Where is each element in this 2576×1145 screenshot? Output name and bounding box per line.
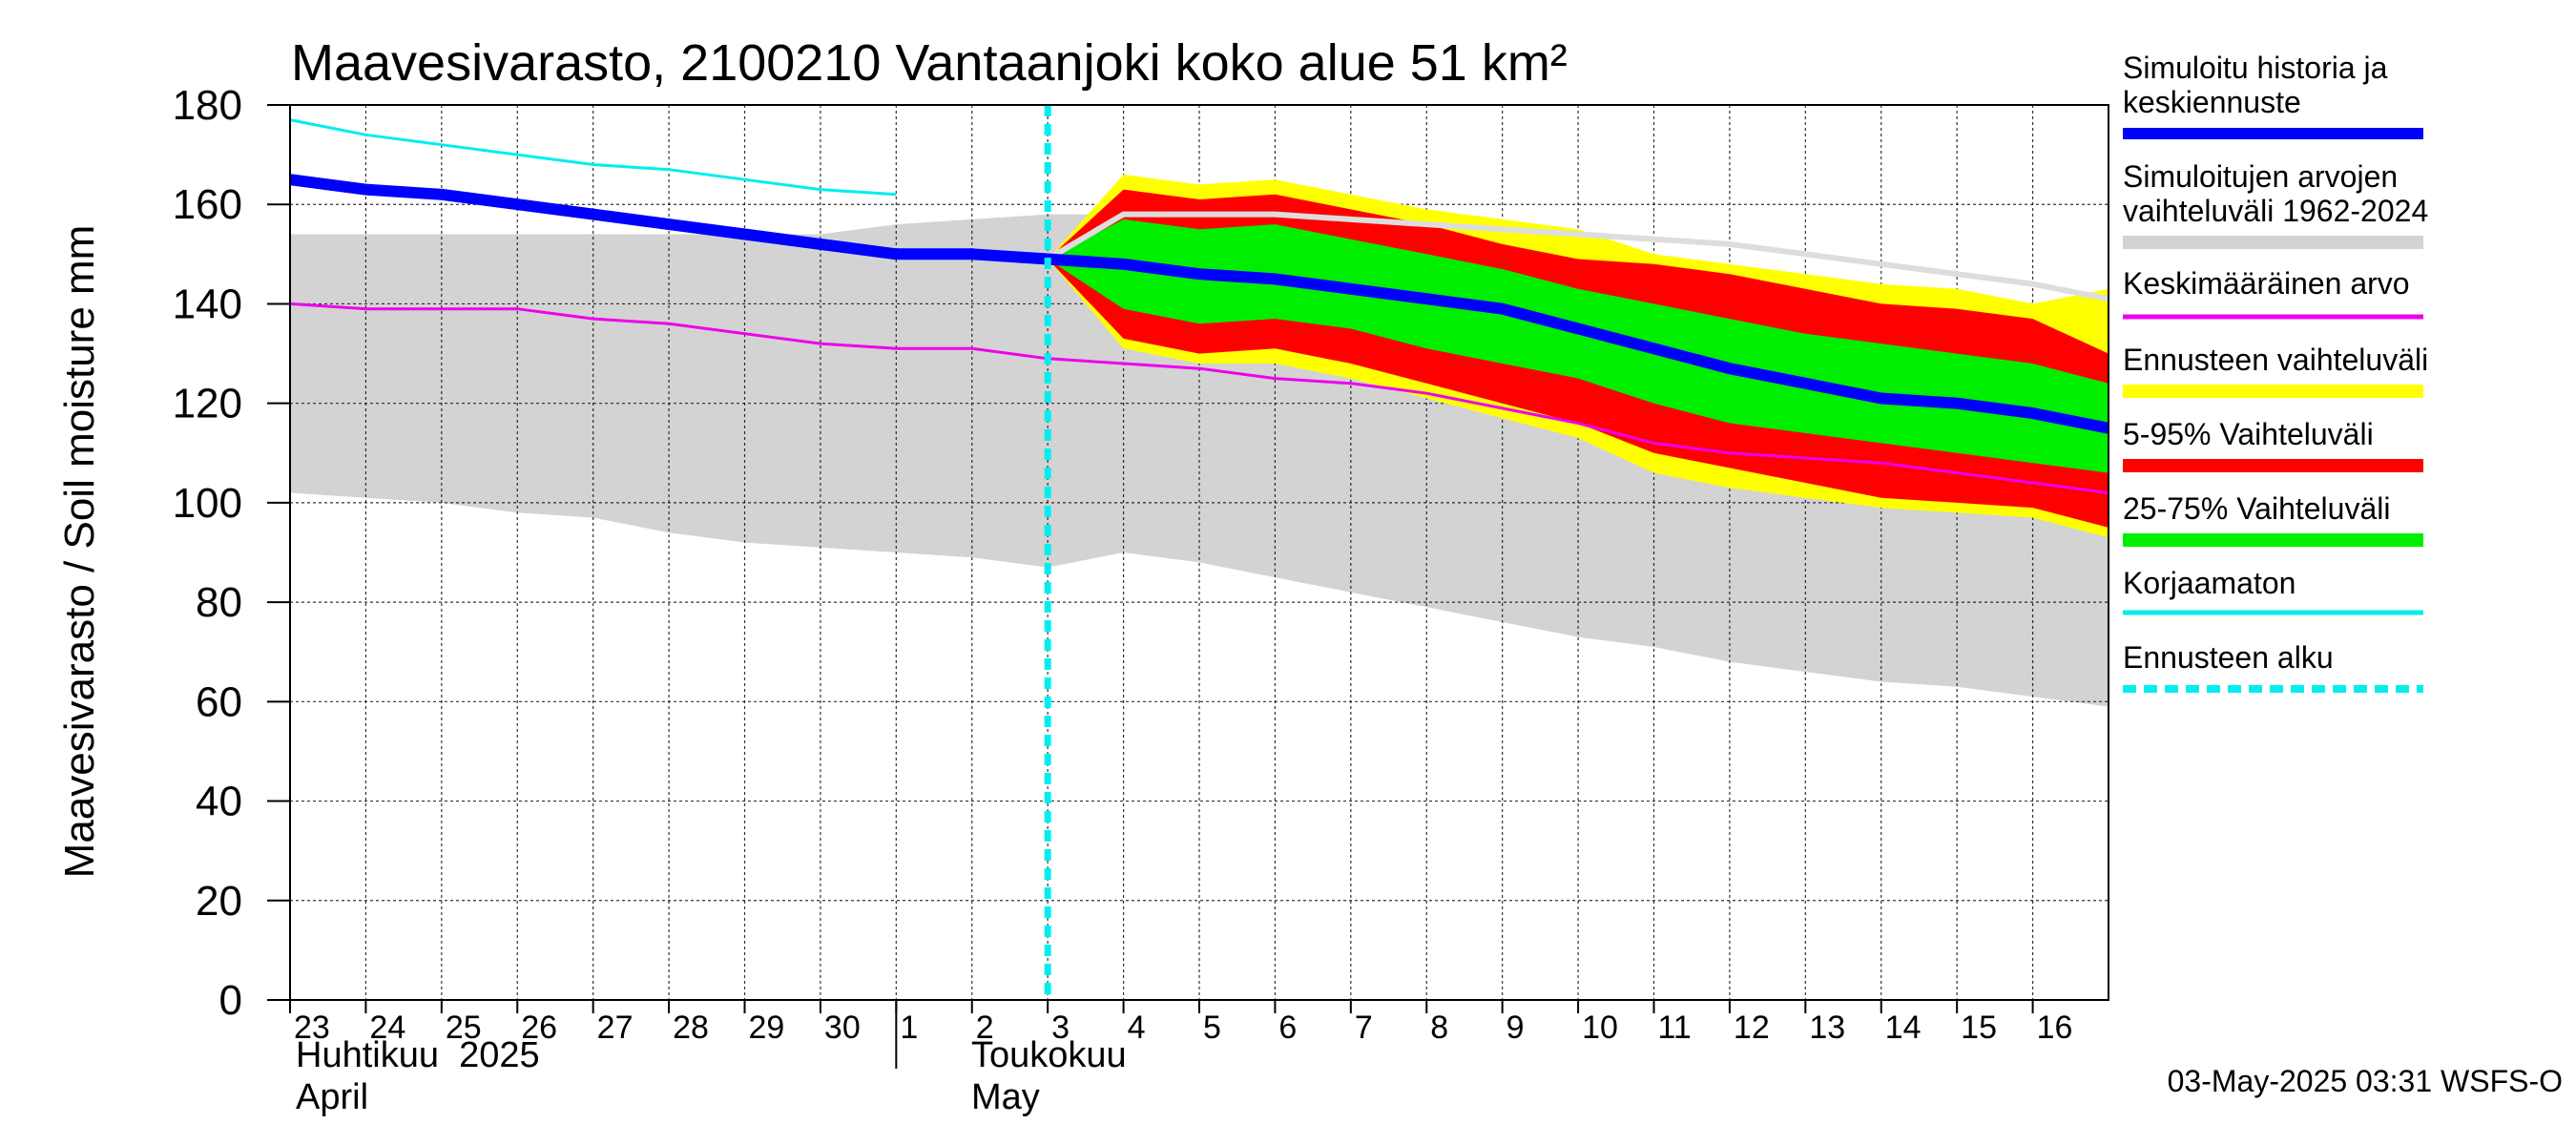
legend-label: Simuloitujen arvojen vaihteluväli 1962-20… [2123, 159, 2428, 228]
y-tick-label: 140 [173, 281, 242, 327]
x-tick-label: 25 [446, 1010, 482, 1046]
x-axis: 23 24 25 26 27 28 29 30 1 2 3 4 5 6 7 8 9 10 11 12 13 14 15 16 [289, 1000, 2073, 1069]
y-tick-label: 0 [219, 977, 242, 1024]
y-tick-label: 160 [173, 181, 242, 228]
legend-label-line: Korjaamaton [2123, 566, 2296, 600]
y-tick-label: 60 [196, 678, 242, 725]
x-tick-label: 12 [1734, 1010, 1770, 1046]
y-tick-label: 80 [196, 579, 242, 626]
x-tick-label: 16 [2037, 1010, 2073, 1046]
x-tick-label: 2 [976, 1010, 994, 1046]
legend-label: Korjaamaton [2123, 566, 2296, 600]
y-tick-label: 100 [173, 480, 242, 527]
x-tick-label: 6 [1278, 1010, 1297, 1046]
y-tick-label: 180 [173, 82, 242, 129]
y-tick-label: 120 [173, 381, 242, 427]
x-tick-label: 8 [1430, 1010, 1448, 1046]
legend-label-line: 25-75% Vaihteluväli [2123, 491, 2390, 526]
x-tick-label: 23 [294, 1010, 330, 1046]
x-tick-label: 4 [1128, 1010, 1146, 1046]
x-tick-label: 26 [521, 1010, 557, 1046]
x-tick-label: 9 [1506, 1010, 1525, 1046]
y-tick-label: 20 [196, 878, 242, 925]
legend-label: Simuloitu historia ja keskiennuste [2123, 51, 2388, 119]
legend-label: Ennusteen vaihteluväli [2123, 343, 2428, 377]
legend-label: Keskimääräinen arvo [2123, 266, 2410, 301]
legend-label-line: Simuloitu historia ja [2123, 51, 2388, 85]
x-tick-label: 30 [824, 1010, 861, 1046]
legend-label-line: vaihteluväli 1962-2024 [2123, 194, 2428, 228]
legend-label-line: 5-95% Vaihteluväli [2123, 417, 2374, 451]
x-tick-label: 11 [1658, 1010, 1692, 1046]
legend-label: 5-95% Vaihteluväli [2123, 417, 2374, 451]
x-tick-label: 10 [1582, 1010, 1618, 1046]
x-tick-label: 14 [1885, 1010, 1922, 1046]
month-label-may-en: May [971, 1077, 1040, 1117]
legend-label-line: Ennusteen vaihteluväli [2123, 343, 2428, 377]
x-tick-label: 7 [1355, 1010, 1373, 1046]
historical-median-line [1046, 211, 2109, 302]
month-label-april-en: April [296, 1077, 368, 1117]
x-tick-label: 24 [369, 1010, 405, 1046]
x-tick-label: 3 [1051, 1010, 1070, 1046]
y-axis-label: Maavesivarasto / Soil moisture mm [56, 225, 103, 879]
x-tick-label: 13 [1809, 1010, 1845, 1046]
chart-title: Maavesivarasto, 2100210 Vantaanjoki koko… [291, 34, 1568, 92]
mean-line [289, 302, 2109, 494]
x-tick-label: 5 [1203, 1010, 1221, 1046]
legend-label-line: Ennusteen alku [2123, 640, 2334, 675]
y-axis: 0 20 40 60 80 100 120 140 160 180 [173, 82, 290, 1024]
x-tick-label: 27 [597, 1010, 634, 1046]
x-tick-label: 28 [673, 1010, 709, 1046]
timestamp: 03-May-2025 03:31 WSFS-O [2168, 1064, 2563, 1098]
legend-label-line: Simuloitujen arvojen [2123, 159, 2398, 194]
legend: Simuloitu historia ja keskiennusteSimuloi… [2123, 51, 2428, 693]
legend-label: 25-75% Vaihteluväli [2123, 491, 2390, 526]
plot-area [289, 104, 2110, 1001]
legend-label-line: Keskimääräinen arvo [2123, 266, 2410, 301]
x-tick-label: 29 [749, 1010, 785, 1046]
x-tick-label: 15 [1961, 1010, 1997, 1046]
legend-label-line: keskiennuste [2123, 85, 2301, 119]
x-tick-label: 1 [900, 1010, 918, 1046]
y-tick-label: 40 [196, 779, 242, 825]
uncorrected-line [289, 118, 897, 197]
legend-label: Ennusteen alku [2123, 640, 2334, 675]
simulated-main-line [289, 174, 2110, 434]
month-label-may-fi: Toukokuu [971, 1035, 1127, 1075]
month-label-april-fi: Huhtikuu 2025 [296, 1035, 540, 1075]
